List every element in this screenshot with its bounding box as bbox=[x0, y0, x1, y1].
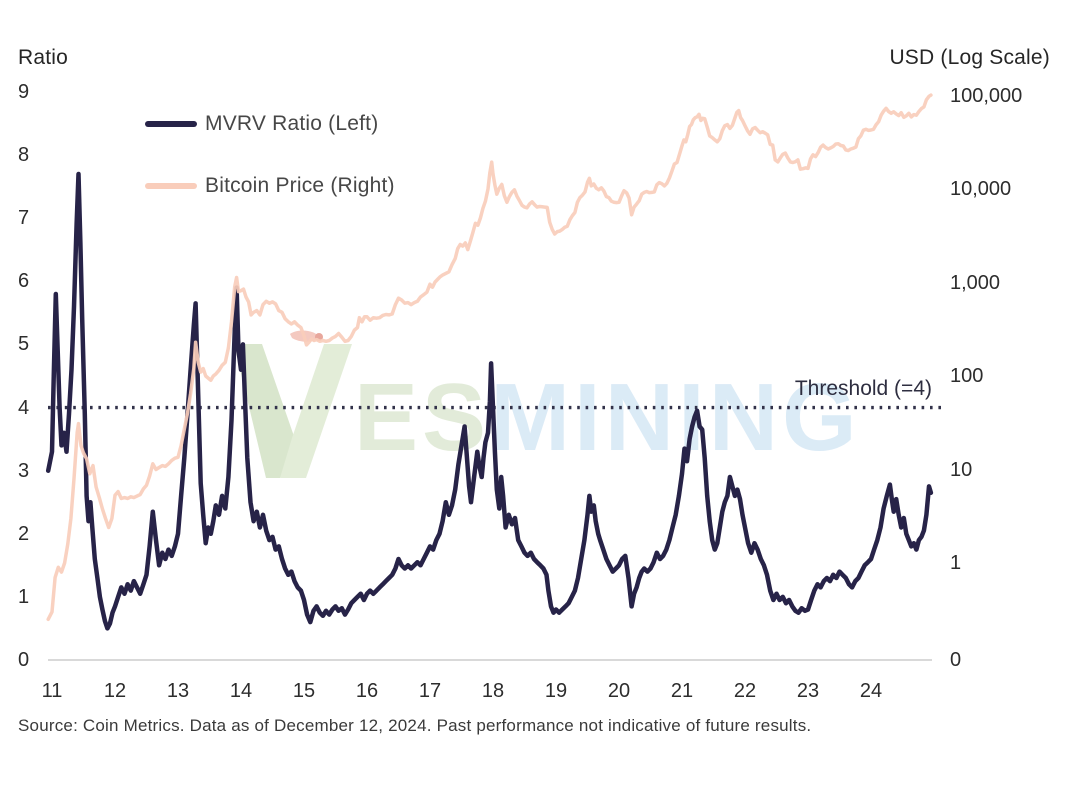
bitcoin-price-line bbox=[46, 93, 933, 622]
left-axis-tick-9: 9 bbox=[18, 81, 30, 103]
x-axis-tick-23: 23 bbox=[796, 680, 820, 702]
left-axis-tick-7: 7 bbox=[18, 207, 30, 230]
x-axis-tick-22: 22 bbox=[733, 680, 757, 702]
x-axis-tick-16: 16 bbox=[355, 680, 379, 702]
mvrv-ratio-line bbox=[45, 171, 934, 631]
right-axis-tick-1: 1 bbox=[950, 552, 962, 574]
x-axis-tick-20: 20 bbox=[607, 680, 631, 702]
left-axis-tick-8: 8 bbox=[18, 144, 30, 167]
x-axis-tick-14: 14 bbox=[229, 680, 253, 702]
x-axis-tick-17: 17 bbox=[418, 680, 442, 702]
left-axis-tick-6: 6 bbox=[18, 270, 30, 293]
right-axis-tick-10,000: 10,000 bbox=[950, 178, 1012, 200]
x-axis-tick-21: 21 bbox=[670, 680, 694, 702]
left-axis-tick-3: 3 bbox=[18, 459, 30, 482]
btc-legend-swatch bbox=[145, 183, 197, 189]
right-axis-tick-100: 100 bbox=[950, 365, 984, 387]
legend-item-mvrv: MVRV Ratio (Left) bbox=[145, 112, 378, 136]
source-note: Source: Coin Metrics. Data as of Decembe… bbox=[18, 716, 812, 735]
left-axis-tick-5: 5 bbox=[18, 333, 30, 356]
x-axis-tick-11: 11 bbox=[41, 680, 63, 702]
left-axis-title: Ratio bbox=[18, 46, 69, 69]
x-axis-tick-18: 18 bbox=[481, 680, 505, 702]
x-axis-tick-15: 15 bbox=[292, 680, 316, 702]
right-axis-tick-10: 10 bbox=[950, 458, 973, 481]
right-axis-tick-100,000: 100,000 bbox=[950, 84, 1023, 107]
x-axis-tick-12: 12 bbox=[103, 680, 127, 702]
right-axis-tick-0: 0 bbox=[950, 649, 962, 671]
mvrv-legend-label: MVRV Ratio (Left) bbox=[205, 112, 379, 135]
right-axis-tick-1,000: 1,000 bbox=[950, 271, 1001, 294]
left-axis-tick-2: 2 bbox=[18, 522, 30, 545]
x-axis-tick-24: 24 bbox=[859, 680, 883, 702]
left-axis-tick-0: 0 bbox=[18, 649, 30, 671]
right-axis-title: USD (Log Scale) bbox=[889, 46, 1050, 69]
left-axis-tick-4: 4 bbox=[18, 396, 30, 419]
x-axis-tick-13: 13 bbox=[166, 680, 190, 702]
btc-legend-label: Bitcoin Price (Right) bbox=[205, 174, 395, 197]
x-axis-tick-19: 19 bbox=[544, 680, 568, 702]
threshold-label: Threshold (=4) bbox=[794, 377, 932, 400]
legend-item-btc: Bitcoin Price (Right) bbox=[145, 174, 395, 198]
left-axis-tick-1: 1 bbox=[18, 585, 30, 608]
mvrv-legend-swatch bbox=[145, 121, 197, 127]
